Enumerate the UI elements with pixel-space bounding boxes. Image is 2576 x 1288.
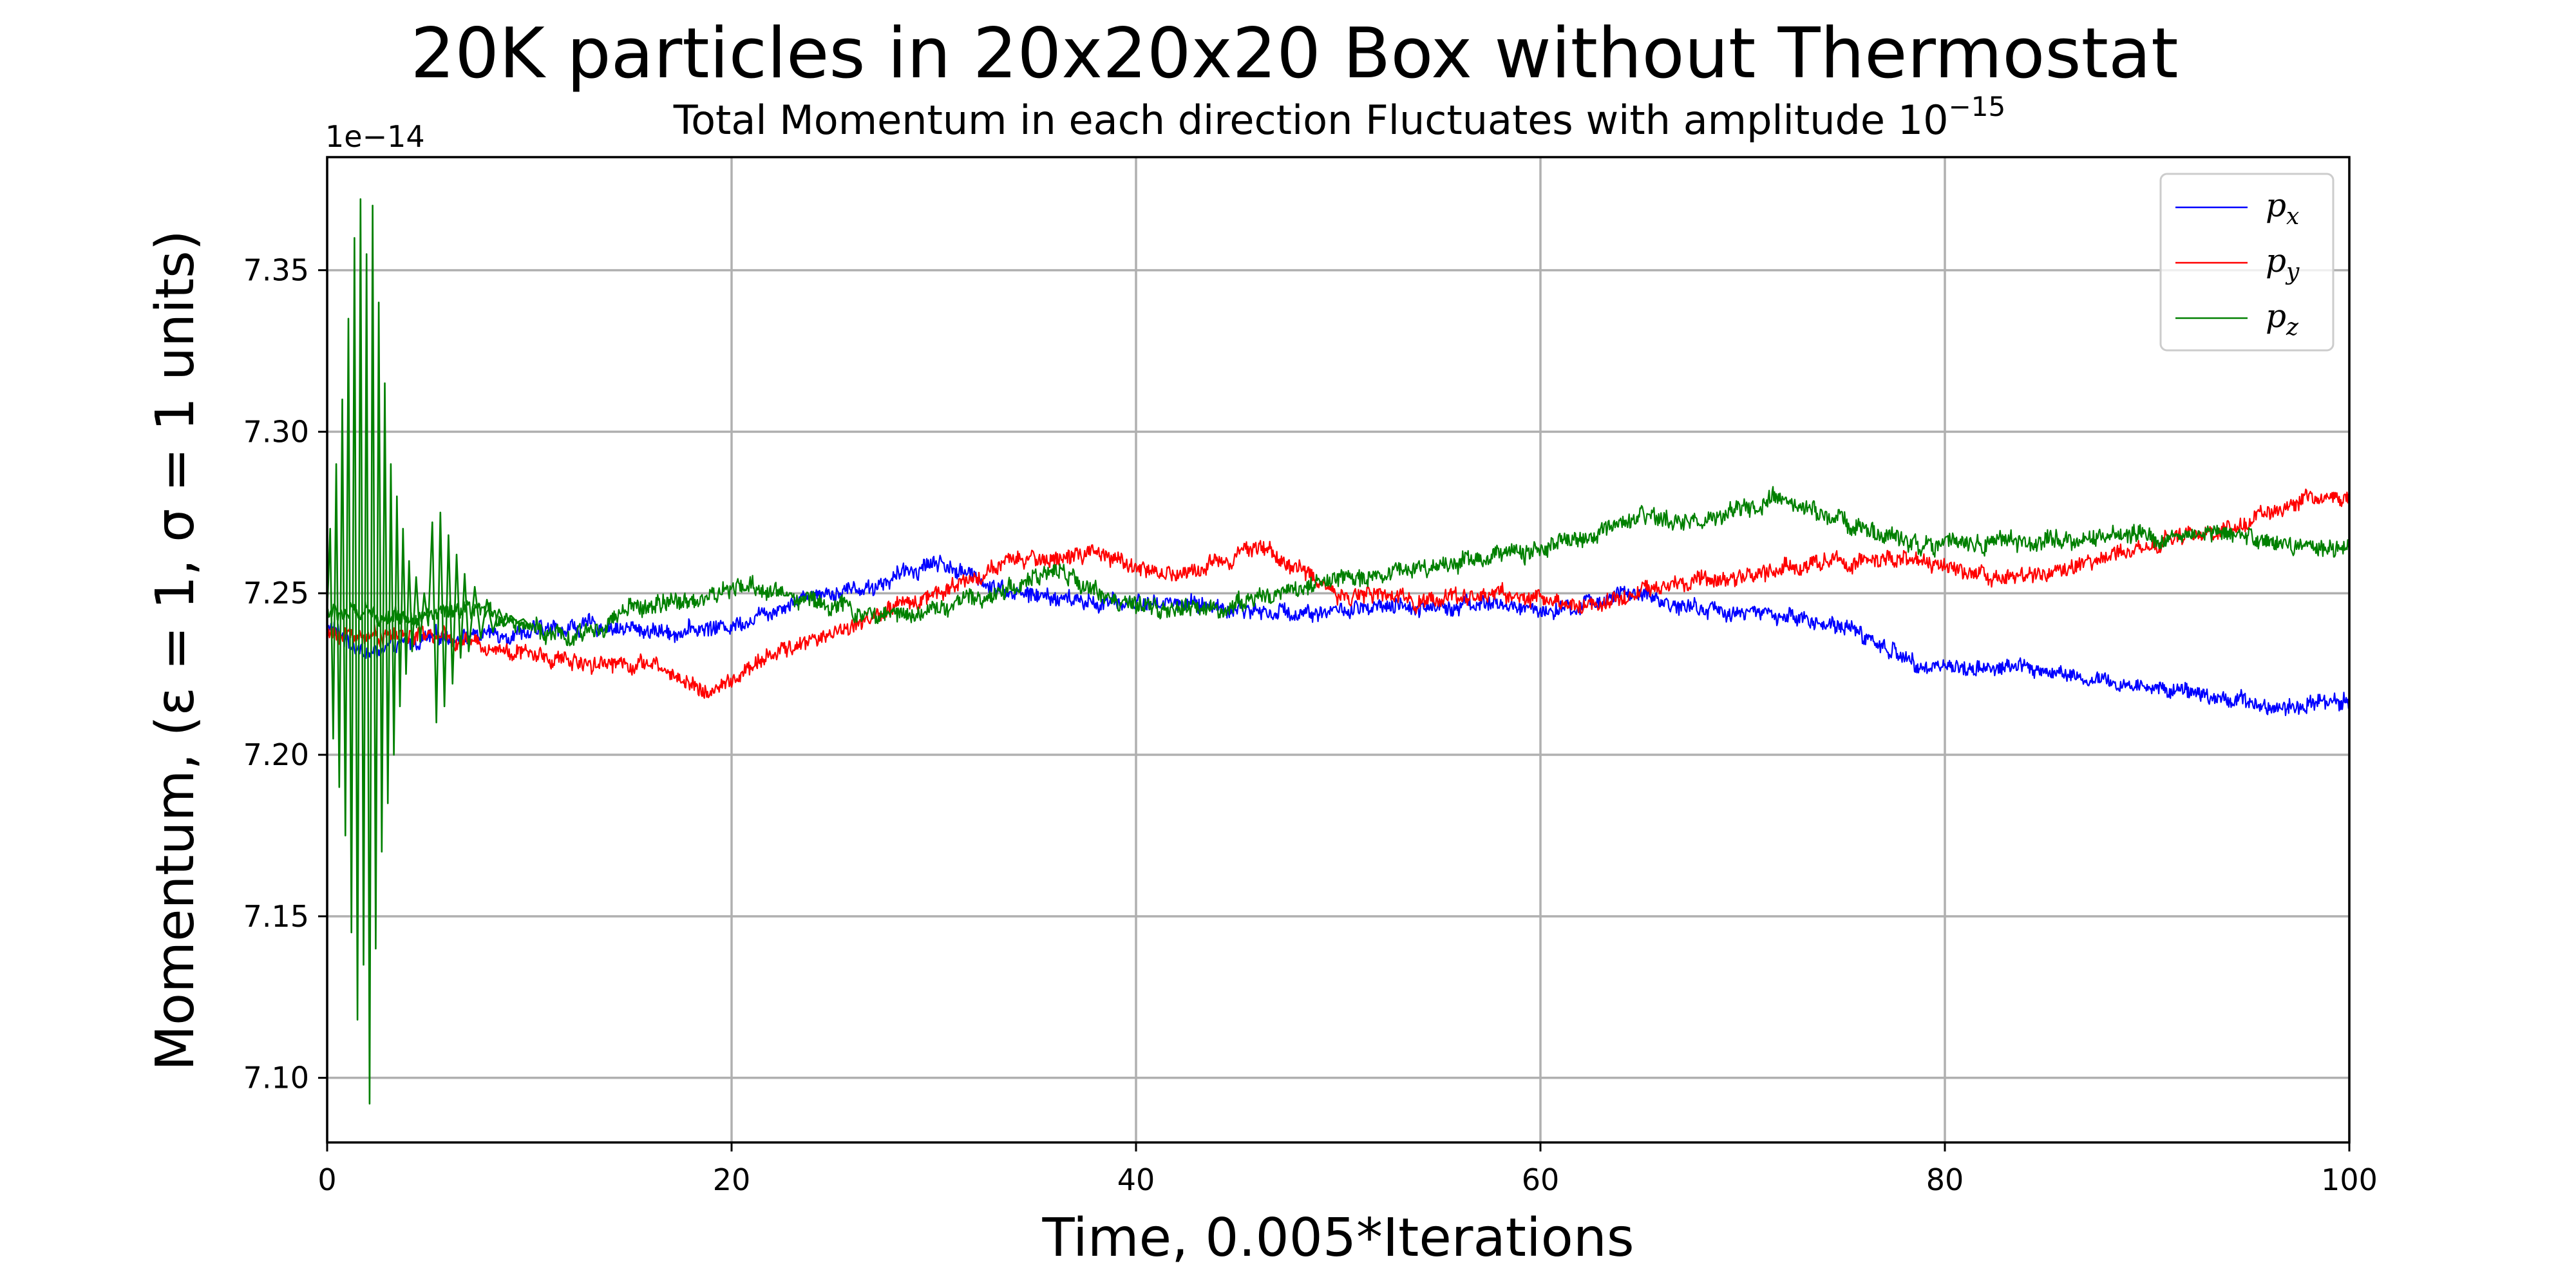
series-line-p-z-initial-oscillation bbox=[326, 198, 530, 1105]
series-layer bbox=[326, 198, 2351, 1105]
x-axis-label: Time, 0.005*Iterations bbox=[1041, 1208, 1634, 1269]
grid-layer bbox=[326, 157, 2351, 1142]
legend-label: pz bbox=[2266, 298, 2299, 341]
y-axis-label: Momentum, (ε = 1, σ = 1 units) bbox=[145, 230, 206, 1070]
x-tick-label: 60 bbox=[1522, 1162, 1560, 1197]
y-tick-label: 7.20 bbox=[243, 737, 309, 772]
legend: px py pz bbox=[2159, 173, 2334, 352]
legend-label: py bbox=[2266, 242, 2300, 285]
chart-title: 20K particles in 20x20x20 Box without Th… bbox=[411, 14, 2179, 94]
legend-label: px bbox=[2266, 187, 2299, 230]
chart-subtitle-text: Total Momentum in each direction Fluctua… bbox=[673, 97, 1949, 144]
series-line-p-z bbox=[326, 486, 2351, 647]
x-tick-label: 80 bbox=[1926, 1162, 1964, 1197]
y-tick-label: 7.10 bbox=[243, 1061, 309, 1095]
y-tick-label: 7.25 bbox=[243, 576, 309, 611]
chart-subtitle-exponent: −15 bbox=[1949, 91, 2006, 122]
y-tick-label: 7.15 bbox=[243, 899, 309, 934]
x-tick-label: 100 bbox=[2321, 1162, 2378, 1197]
plot-frame bbox=[326, 156, 2351, 1144]
y-tick-label: 7.30 bbox=[243, 414, 309, 449]
y-axis-offset-label: 1e−14 bbox=[325, 119, 425, 154]
series-line-p-y bbox=[326, 488, 2351, 699]
series-line-p-x bbox=[326, 554, 2350, 716]
legend-entries: px py pz bbox=[2175, 187, 2300, 341]
x-tick-label: 0 bbox=[317, 1162, 336, 1197]
y-tick-label: 7.35 bbox=[243, 253, 309, 288]
x-tick-label: 40 bbox=[1117, 1162, 1155, 1197]
chart-subtitle: Total Momentum in each direction Fluctua… bbox=[673, 91, 2005, 144]
x-tick-label: 20 bbox=[713, 1162, 751, 1197]
tick-layer: 0 20 40 60 80 100 7.10 7.15 7.20 7.25 7.30 7.35 bbox=[243, 253, 2378, 1197]
